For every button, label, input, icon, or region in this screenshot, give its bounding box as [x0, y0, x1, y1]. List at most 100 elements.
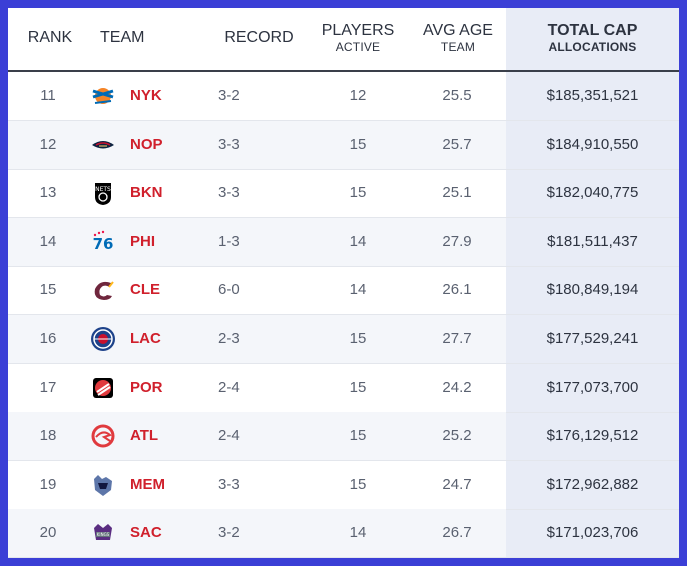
table-row[interactable]: 15 CLE 6-0 14 26.1 $180,849,194 — [8, 266, 679, 316]
header-total-cap[interactable]: TOTAL CAP ALLOCATIONS — [514, 22, 671, 54]
total-cap-cell: $181,511,437 — [547, 232, 638, 250]
total-cap-cell: $176,129,512 — [546, 427, 639, 445]
row-band — [8, 120, 506, 169]
row-band — [8, 509, 506, 558]
players-active-cell: 15 — [349, 378, 367, 396]
total-cap-cell: $185,351,521 — [546, 87, 639, 104]
record-cell: 6-0 — [218, 281, 240, 299]
table-row[interactable]: 17 POR 2-4 15 24.2 $177,073,700 — [8, 364, 679, 413]
record-cell: 2-4 — [218, 427, 240, 445]
total-cap-cell: $177,529,241 — [546, 330, 639, 347]
record-cell: 3-3 — [218, 184, 240, 202]
cap-table: RANK TEAM RECORD PLAYERS ACTIVE AVG AGE … — [8, 8, 679, 558]
table-row[interactable]: 20 KINGS SAC 3-2 14 26.7 $171,023,706 — [8, 509, 679, 558]
avg-age-cell: 24.2 — [442, 378, 472, 396]
header-allocations-label: ALLOCATIONS — [548, 40, 637, 54]
76ers-logo-icon[interactable]: 76 — [90, 229, 116, 255]
clippers-logo-icon[interactable] — [90, 326, 116, 352]
rank-cell: 12 — [39, 135, 57, 153]
table-row[interactable]: 13 NETS BKN 3-3 15 25.1 $182,040,775 — [8, 169, 679, 219]
players-active-cell: 15 — [349, 184, 367, 202]
team-link[interactable]: SAC — [130, 524, 162, 542]
nets-logo-icon[interactable]: NETS — [90, 180, 116, 206]
header-total-cap-label: TOTAL CAP — [547, 22, 638, 39]
players-active-cell: 15 — [349, 135, 367, 153]
pelicans-logo-icon[interactable] — [90, 132, 116, 158]
kings-logo-icon[interactable]: KINGS — [90, 520, 116, 546]
table-row[interactable]: 19 MEM 3-3 15 24.7 $172,962,882 — [8, 461, 679, 510]
table-row[interactable]: 11 NYK 3-2 12 25.5 $185,351,521 — [8, 72, 679, 121]
blazers-logo-icon[interactable] — [90, 375, 116, 401]
header-rank-label: RANK — [27, 29, 73, 46]
players-active-cell: 14 — [349, 281, 367, 299]
header-team-label: TEAM — [100, 29, 145, 46]
players-active-cell: 15 — [349, 427, 367, 445]
record-cell: 3-2 — [218, 524, 240, 542]
rank-cell: 11 — [40, 87, 56, 104]
table-header: RANK TEAM RECORD PLAYERS ACTIVE AVG AGE … — [8, 8, 679, 72]
total-cap-cell: $182,040,775 — [546, 184, 639, 202]
avg-age-cell: 25.5 — [442, 87, 472, 104]
table-row[interactable]: 16 LAC 2-3 15 27.7 $177,529,241 — [8, 315, 679, 364]
rank-cell: 17 — [39, 378, 57, 396]
header-players-label: PLAYERS — [321, 22, 395, 39]
players-active-cell: 15 — [349, 330, 367, 347]
team-link[interactable]: CLE — [130, 281, 160, 299]
rank-cell: 15 — [39, 281, 57, 299]
rank-cell: 14 — [39, 232, 57, 250]
avg-age-cell: 25.1 — [442, 184, 472, 202]
team-link[interactable]: MEM — [130, 475, 165, 493]
header-record[interactable]: RECORD — [222, 29, 296, 47]
avg-age-cell: 24.7 — [442, 475, 472, 493]
table-row[interactable]: 18 ATL 2-4 15 25.2 $176,129,512 — [8, 412, 679, 462]
total-cap-cell: $171,023,706 — [546, 524, 639, 542]
players-active-cell: 14 — [349, 524, 367, 542]
header-players-active[interactable]: PLAYERS ACTIVE — [318, 22, 398, 54]
rank-cell: 16 — [39, 330, 57, 347]
header-team[interactable]: TEAM — [100, 29, 144, 47]
rank-cell: 13 — [39, 184, 57, 202]
team-link[interactable]: POR — [130, 378, 163, 396]
table-row[interactable]: 12 NOP 3-3 15 25.7 $184,910,550 — [8, 120, 679, 170]
team-link[interactable]: ATL — [130, 427, 159, 445]
knicks-logo-icon[interactable] — [90, 83, 116, 109]
header-active-label: ACTIVE — [335, 40, 381, 54]
record-cell: 3-3 — [218, 475, 240, 493]
record-cell: 2-3 — [218, 330, 240, 347]
players-active-cell: 14 — [349, 232, 367, 250]
total-cap-cell: $172,962,882 — [546, 475, 639, 493]
avg-age-cell: 27.9 — [442, 232, 472, 250]
record-cell: 2-4 — [218, 378, 240, 396]
svg-text:76: 76 — [93, 235, 114, 253]
header-rank[interactable]: RANK — [26, 29, 74, 47]
avg-age-cell: 26.7 — [442, 524, 472, 542]
team-link[interactable]: LAC — [130, 330, 161, 347]
svg-text:NETS: NETS — [95, 186, 111, 193]
hawks-logo-icon[interactable] — [90, 423, 116, 449]
team-link[interactable]: PHI — [130, 232, 156, 250]
header-record-label: RECORD — [224, 29, 294, 46]
total-cap-cell: $177,073,700 — [546, 378, 639, 396]
team-link[interactable]: NYK — [130, 87, 162, 104]
avg-age-cell: 25.2 — [442, 427, 472, 445]
rank-cell: 18 — [39, 427, 57, 445]
cavaliers-logo-icon[interactable] — [90, 277, 116, 303]
header-age-team-label: TEAM — [440, 40, 476, 54]
table-row[interactable]: 14 76 PHI 1-3 14 27.9 $181,511,437 — [8, 217, 679, 267]
total-cap-cell: $184,910,550 — [546, 135, 639, 153]
players-active-cell: 15 — [349, 475, 367, 493]
record-cell: 1-3 — [218, 232, 240, 250]
avg-age-cell: 26.1 — [442, 281, 472, 299]
record-cell: 3-2 — [218, 87, 240, 104]
cap-column-highlight — [506, 8, 679, 558]
header-avg-age[interactable]: AVG AGE TEAM — [418, 22, 498, 54]
rank-cell: 19 — [39, 475, 57, 493]
team-link[interactable]: BKN — [130, 184, 163, 202]
svg-text:KINGS: KINGS — [97, 532, 110, 537]
grizzlies-logo-icon[interactable] — [90, 472, 116, 498]
avg-age-cell: 25.7 — [442, 135, 472, 153]
record-cell: 3-3 — [218, 135, 240, 153]
row-band — [8, 217, 506, 266]
team-link[interactable]: NOP — [130, 135, 163, 153]
players-active-cell: 12 — [349, 87, 367, 104]
